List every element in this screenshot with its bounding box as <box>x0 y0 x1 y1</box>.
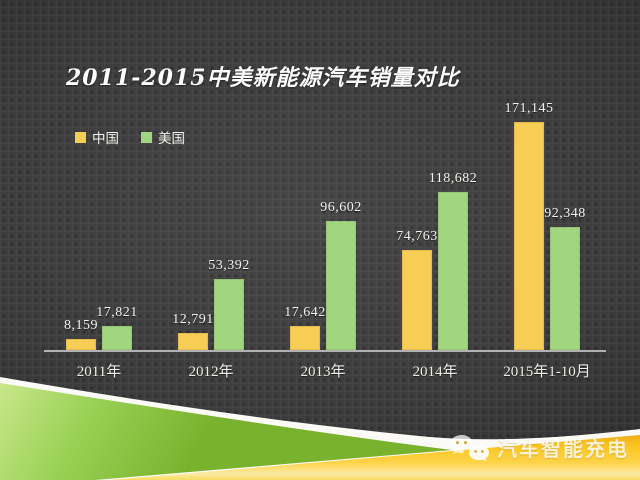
x-tick-label: 2013年 <box>300 364 346 380</box>
watermark-text: 汽车智能充电 <box>497 439 629 461</box>
x-tick-label: 2011年 <box>76 364 122 380</box>
value-label-中国-2013年: 17,642 <box>284 305 326 320</box>
value-label-中国-2012年: 12,791 <box>172 312 214 327</box>
legend-item-0: 中国 <box>75 127 119 147</box>
bar-中国-2014年 <box>402 250 432 350</box>
wechat-icon <box>450 434 489 461</box>
chart-title: 2011-2015中美新能源汽车销量对比 <box>66 65 460 91</box>
chart-legend: 中国 美国 <box>75 127 185 147</box>
legend-swatch <box>75 131 86 143</box>
legend-label: 美国 <box>158 131 185 146</box>
bar-中国-2012年 <box>178 333 208 350</box>
bar-中国-2013年 <box>290 326 320 350</box>
value-label-中国-2011年: 8,159 <box>64 318 98 333</box>
value-label-美国-2011年: 17,821 <box>96 305 138 320</box>
bar-中国-2011年 <box>66 339 96 350</box>
x-tick-label: 2014年 <box>412 364 458 380</box>
x-tick-label: 2012年 <box>188 364 234 380</box>
legend-label: 中国 <box>92 131 119 146</box>
watermark: 汽车智能充电 <box>448 433 629 462</box>
value-label-美国-2012年: 53,392 <box>208 258 250 273</box>
bar-美国-2014年 <box>438 192 468 350</box>
bar-美国-2012年 <box>214 279 244 350</box>
value-label-中国-2014年: 74,763 <box>396 229 438 244</box>
bar-美国-2011年 <box>102 326 132 350</box>
value-label-美国-2015年1-10月: 92,348 <box>544 206 586 221</box>
value-label-中国-2015年1-10月: 171,145 <box>504 101 554 116</box>
legend-swatch <box>141 131 152 143</box>
bar-美国-2015年1-10月 <box>550 227 580 350</box>
value-label-美国-2014年: 118,682 <box>428 171 478 186</box>
x-tick-label: 2015年1-10月 <box>503 364 591 380</box>
legend-item-1: 美国 <box>141 127 185 147</box>
bar-中国-2015年1-10月 <box>514 122 544 350</box>
bar-美国-2013年 <box>326 221 356 350</box>
x-axis-line <box>44 350 606 352</box>
value-label-美国-2013年: 96,602 <box>320 200 362 215</box>
